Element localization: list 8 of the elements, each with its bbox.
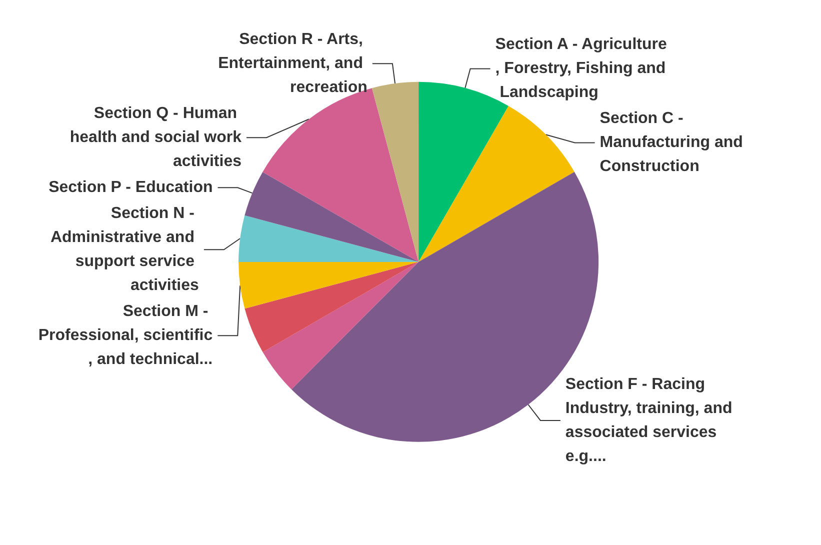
slice-label: Section M - Professional, scientific, and technical...: [38, 303, 213, 368]
slice-label: Section R - Arts, Entertainment, and recreation: [218, 31, 368, 96]
slice-label: Section A - Agriculture, Forestry, Fishing and Landscaping: [495, 36, 667, 102]
slice-label: Section N - Administrative and support service activities: [50, 205, 200, 294]
slice-label: Section F - Racing Industry, training, and associated services e.g....: [565, 376, 737, 465]
slice-label: Section Q - Human health and social work activities: [70, 105, 242, 170]
slice-label: Section C - Manufacturing and Construction: [600, 110, 748, 176]
slice-label: Section P - Education: [48, 179, 213, 196]
